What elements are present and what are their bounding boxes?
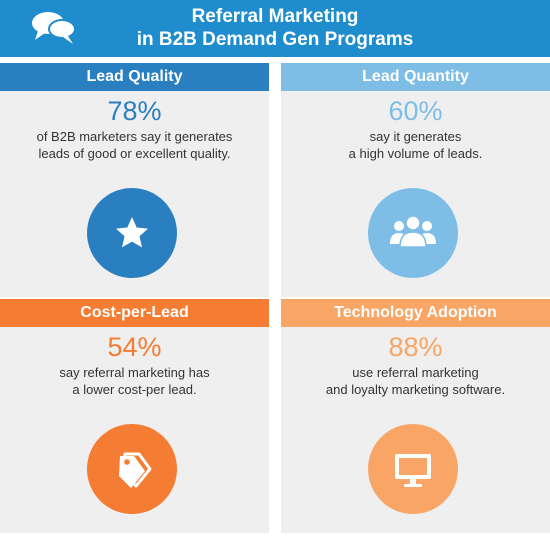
panel-heading: Cost-per-Lead [0,299,269,327]
panel-lead-quantity: Lead Quantity 60% say it generates a hig… [281,63,550,297]
star-icon [87,188,177,278]
page-title-line2: in B2B Demand Gen Programs [136,29,414,50]
stat-description-line1: of B2B marketers say it generates [36,129,233,144]
page-title-line1: Referral Marketing [191,6,359,27]
header-banner: Referral Marketing in B2B Demand Gen Pro… [0,0,550,57]
stat-value: 78% [107,96,162,126]
monitor-icon [368,424,458,514]
stat-value: 88% [388,332,443,362]
speech-bubbles-icon [30,9,78,47]
stat-description-line2: a lower cost-per lead. [72,382,197,397]
stat-value: 60% [388,96,443,126]
stat-description-line2: and loyalty marketing software. [325,382,506,397]
stat-description-line1: say it generates [369,129,462,144]
stat-description-line2: a high volume of leads. [348,146,483,161]
panel-lead-quality: Lead Quality 78% of B2B marketers say it… [0,63,269,297]
panel-heading: Technology Adoption [281,299,550,327]
panel-cost-per-lead: Cost-per-Lead 54% say referral marketing… [0,299,269,533]
panel-heading: Lead Quantity [281,63,550,91]
stat-description-line2: leads of good or excellent quality. [38,146,231,161]
stat-description-line1: use referral marketing [352,365,479,380]
stat-description-line1: say referral marketing has [59,365,210,380]
panel-technology-adoption: Technology Adoption 88% use referral mar… [281,299,550,533]
price-tags-icon [87,424,177,514]
stat-value: 54% [107,332,162,362]
people-group-icon [368,188,458,278]
panel-heading: Lead Quality [0,63,269,91]
